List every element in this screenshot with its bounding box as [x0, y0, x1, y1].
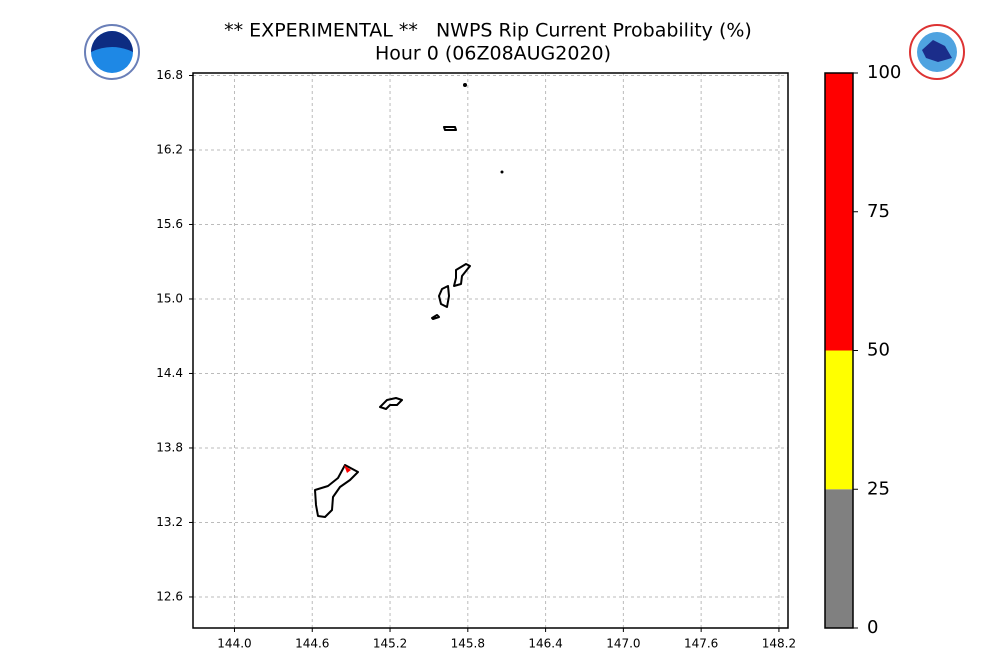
- x-tick-label: 146.4: [528, 637, 562, 651]
- hazard-area: [344, 465, 351, 473]
- y-tick-label: 13.2: [156, 515, 183, 529]
- chart-subtitle: Hour 0 (06Z08AUG2020): [375, 43, 611, 65]
- colorbar-tick-label: 0: [867, 617, 878, 638]
- colorbar-tick-label: 75: [867, 201, 890, 222]
- colorbar-segment: [825, 350, 853, 490]
- island: [463, 83, 467, 87]
- y-tick-label: 12.6: [156, 589, 183, 603]
- island: [443, 126, 457, 131]
- x-tick-label: 148.2: [762, 637, 796, 651]
- colorbar-tick-label: 25: [867, 478, 890, 499]
- x-tick-label: 144.0: [217, 637, 251, 651]
- grid: 144.0 144.6 145.2 145.8 146.4 147.0 147.6 148.2…: [156, 68, 796, 651]
- island: [314, 464, 359, 518]
- islands: [314, 83, 504, 518]
- island: [379, 397, 403, 410]
- y-tick-label: 14.4: [156, 366, 183, 380]
- colorbar-segment: [825, 489, 853, 628]
- colorbar: 0 25 50 75 100: [824, 62, 901, 638]
- island: [431, 314, 440, 320]
- colorbar-tick-label: 50: [867, 340, 890, 361]
- x-tick-label: 144.6: [295, 637, 329, 651]
- colorbar-segment: [825, 73, 853, 351]
- x-tick-label: 145.2: [373, 637, 407, 651]
- colorbar-tick-label: 100: [867, 62, 901, 83]
- island: [438, 285, 450, 308]
- y-tick-label: 15.0: [156, 291, 183, 305]
- y-tick-label: 13.8: [156, 440, 183, 454]
- island: [500, 170, 504, 174]
- x-tick-label: 145.8: [451, 637, 485, 651]
- y-tick-label: 16.8: [156, 68, 183, 82]
- x-tick-label: 147.0: [606, 637, 640, 651]
- nws-logo: [909, 24, 965, 80]
- noaa-logo: [84, 24, 140, 80]
- chart-title: ** EXPERIMENTAL ** NWPS Rip Current Prob…: [224, 20, 752, 42]
- y-tick-label: 16.2: [156, 142, 183, 156]
- y-tick-label: 15.6: [156, 217, 183, 231]
- plot-frame: [192, 72, 789, 629]
- island: [453, 263, 471, 287]
- x-tick-label: 147.6: [684, 637, 718, 651]
